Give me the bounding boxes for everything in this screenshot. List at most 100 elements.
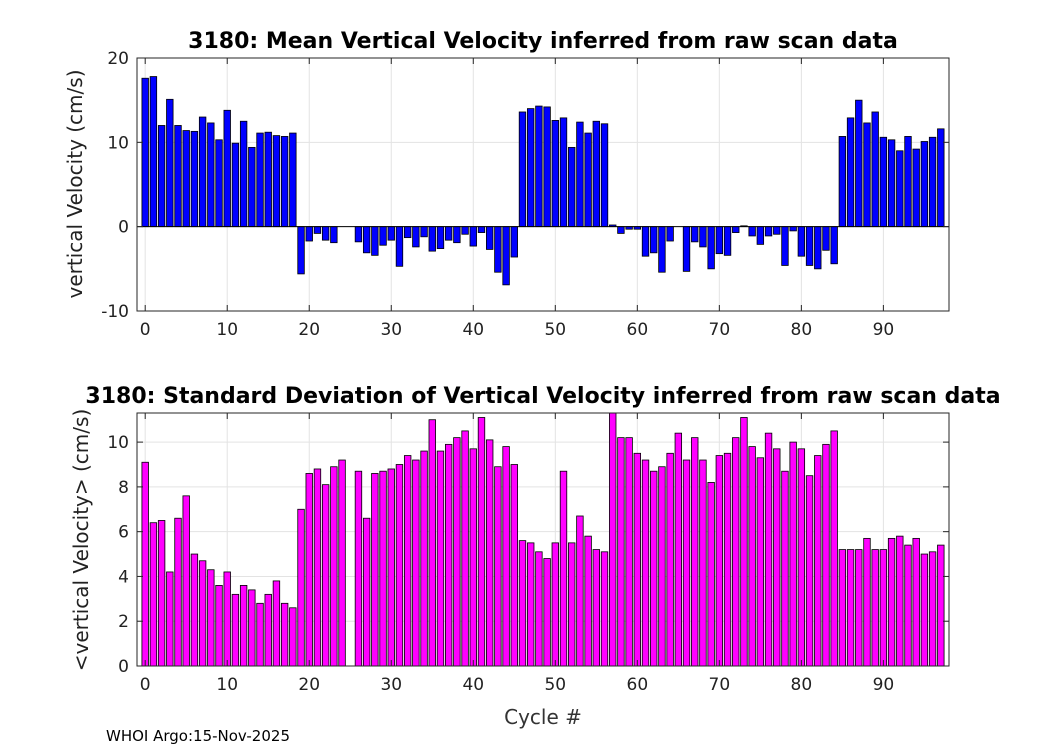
std-velocity-bar-cycle-18 xyxy=(289,607,297,667)
std-velocity-bar-cycle-66 xyxy=(682,459,691,667)
mean-velocity-x-tick-label: 90 xyxy=(873,320,895,340)
mean-velocity-bar-cycle-35 xyxy=(428,226,436,252)
mean-velocity-bar-cycle-3 xyxy=(166,98,174,228)
std-velocity-bar-cycle-97 xyxy=(937,544,945,667)
mean-velocity-plot-area xyxy=(137,58,949,311)
std-velocity-bar-cycle-22 xyxy=(321,484,330,667)
mean-velocity-bar-cycle-78 xyxy=(781,226,789,266)
mean-velocity-bar-cycle-90 xyxy=(879,136,888,228)
std-velocity-bar-cycle-87 xyxy=(855,549,863,667)
std-velocity-bar-cycle-32 xyxy=(403,455,412,667)
std-velocity-bar-cycle-0 xyxy=(141,461,149,667)
mean-velocity-bar-cycle-37 xyxy=(444,226,453,241)
mean-velocity-x-tick-label: 30 xyxy=(380,320,402,340)
std-velocity-bar-cycle-26 xyxy=(354,470,363,667)
std-velocity-bar-cycle-1 xyxy=(149,522,158,667)
mean-velocity-x-tick-label: 60 xyxy=(627,320,649,340)
mean-velocity-bar-cycle-48 xyxy=(535,105,543,228)
std-velocity-bar-cycle-35 xyxy=(428,419,436,667)
mean-velocity-bar-cycle-6 xyxy=(190,130,199,228)
mean-velocity-bar-cycle-4 xyxy=(174,125,182,228)
std-velocity-bar-cycle-76 xyxy=(764,432,773,667)
mean-velocity-y-tick-label: 0 xyxy=(118,218,129,238)
mean-velocity-bar-cycle-87 xyxy=(855,99,863,228)
mean-velocity-bar-cycle-30 xyxy=(387,226,395,241)
std-velocity-bar-cycle-75 xyxy=(756,457,765,667)
mean-velocity-bar-cycle-33 xyxy=(412,226,420,248)
mean-velocity-bar-cycle-38 xyxy=(453,226,461,244)
mean-velocity-x-tick-label: 10 xyxy=(216,320,238,340)
mean-velocity-y-axis-label: vertical Velocity (cm/s) xyxy=(63,70,87,299)
std-velocity-bar-cycle-79 xyxy=(789,441,797,667)
std-velocity-y-tick-label: 4 xyxy=(118,567,129,587)
std-velocity-bar-cycle-13 xyxy=(248,589,256,667)
mean-velocity-bar-cycle-51 xyxy=(559,117,568,228)
mean-velocity-bar-cycle-21 xyxy=(313,226,322,234)
std-velocity-bar-cycle-21 xyxy=(313,468,322,667)
mean-velocity-bar-cycle-43 xyxy=(494,226,502,273)
std-velocity-bar-cycle-73 xyxy=(740,417,748,667)
std-velocity-x-tick-label: 0 xyxy=(140,675,151,695)
std-velocity-bar-cycle-8 xyxy=(207,569,215,667)
mean-velocity-x-tick-label: 40 xyxy=(462,320,484,340)
std-velocity-y-tick-label: 8 xyxy=(118,478,129,498)
std-velocity-x-tick-label: 30 xyxy=(380,675,402,695)
std-velocity-bar-cycle-43 xyxy=(494,466,502,667)
mean-velocity-bar-cycle-13 xyxy=(248,146,256,228)
mean-velocity-bar-cycle-29 xyxy=(379,226,387,246)
mean-velocity-bar-cycle-71 xyxy=(723,226,732,256)
std-velocity-x-tick-label: 20 xyxy=(298,675,320,695)
std-velocity-bar-cycle-39 xyxy=(461,430,469,667)
std-velocity-x-ticks: 0 10 20 30 40 50 60 70 80 90 xyxy=(140,413,894,695)
std-velocity-bar-cycle-15 xyxy=(264,593,272,667)
mean-velocity-bar-cycle-26 xyxy=(354,226,363,243)
mean-velocity-bar-cycle-63 xyxy=(658,226,666,273)
std-velocity-y-ticks: 0 2 4 6 8 10 xyxy=(107,433,949,677)
std-velocity-bar-cycle-95 xyxy=(920,553,929,667)
mean-velocity-bar-cycle-46 xyxy=(518,111,527,228)
mean-velocity-bar-cycle-85 xyxy=(838,136,847,228)
mean-velocity-bar-cycle-62 xyxy=(650,226,658,254)
mean-velocity-bar-cycle-76 xyxy=(764,226,773,237)
cycle-x-axis-label: Cycle # xyxy=(504,705,582,729)
std-velocity-bar-cycle-27 xyxy=(362,517,371,667)
std-velocity-bar-cycle-56 xyxy=(600,551,609,667)
mean-velocity-bar-cycle-55 xyxy=(592,120,600,228)
std-velocity-bar-cycle-69 xyxy=(707,482,715,667)
std-velocity-bar-cycle-45 xyxy=(510,464,518,667)
mean-velocity-bar-cycle-15 xyxy=(264,131,272,228)
mean-velocity-x-tick-label: 50 xyxy=(544,320,566,340)
mean-velocity-bar-cycle-69 xyxy=(707,226,715,270)
std-velocity-bar-cycle-91 xyxy=(887,537,896,667)
std-velocity-bar-cycle-92 xyxy=(896,535,904,667)
std-velocity-bar-cycle-37 xyxy=(444,443,453,667)
mean-velocity-panel: 0 10 20 30 40 50 60 70 80 90 -10 0 10 20 3180: Mean … xyxy=(63,29,950,340)
mean-velocity-x-tick-label: 20 xyxy=(298,320,320,340)
std-velocity-bar-cycle-5 xyxy=(182,495,190,667)
std-velocity-bar-cycle-30 xyxy=(387,468,395,667)
mean-velocity-bar-cycle-49 xyxy=(543,106,551,228)
mean-velocity-bar-cycle-72 xyxy=(732,226,740,233)
mean-velocity-bar-cycle-16 xyxy=(272,135,281,228)
std-velocity-bar-cycle-38 xyxy=(453,437,461,667)
std-velocity-bar-cycle-70 xyxy=(715,455,724,667)
std-velocity-bar-cycle-72 xyxy=(732,437,740,667)
std-velocity-panel: 0 10 20 30 40 50 60 70 80 90 0 2 4 6 8 10 3180: Standa… xyxy=(69,384,1001,729)
mean-velocity-bar-cycle-95 xyxy=(920,141,929,228)
std-velocity-bar-cycle-83 xyxy=(822,443,830,667)
mean-velocity-bar-cycle-61 xyxy=(641,226,650,257)
std-velocity-x-tick-label: 70 xyxy=(709,675,731,695)
mean-velocity-bar-cycle-64 xyxy=(666,226,674,242)
mean-velocity-axes-box xyxy=(136,57,950,312)
std-velocity-y-tick-label: 10 xyxy=(107,433,129,453)
mean-velocity-y-tick-label: -10 xyxy=(101,302,129,322)
std-velocity-bar-cycle-17 xyxy=(280,602,289,667)
std-velocity-bar-cycle-31 xyxy=(395,464,404,667)
mean-velocity-bar-cycle-7 xyxy=(198,116,207,228)
std-velocity-bar-cycle-48 xyxy=(535,551,543,667)
mean-velocity-y-ticks: -10 0 10 20 xyxy=(101,49,949,322)
mean-velocity-bar-cycle-27 xyxy=(362,226,371,254)
mean-velocity-bar-cycle-23 xyxy=(330,226,338,244)
std-velocity-bar-cycle-85 xyxy=(838,549,847,667)
std-velocity-bar-cycle-2 xyxy=(157,520,166,667)
